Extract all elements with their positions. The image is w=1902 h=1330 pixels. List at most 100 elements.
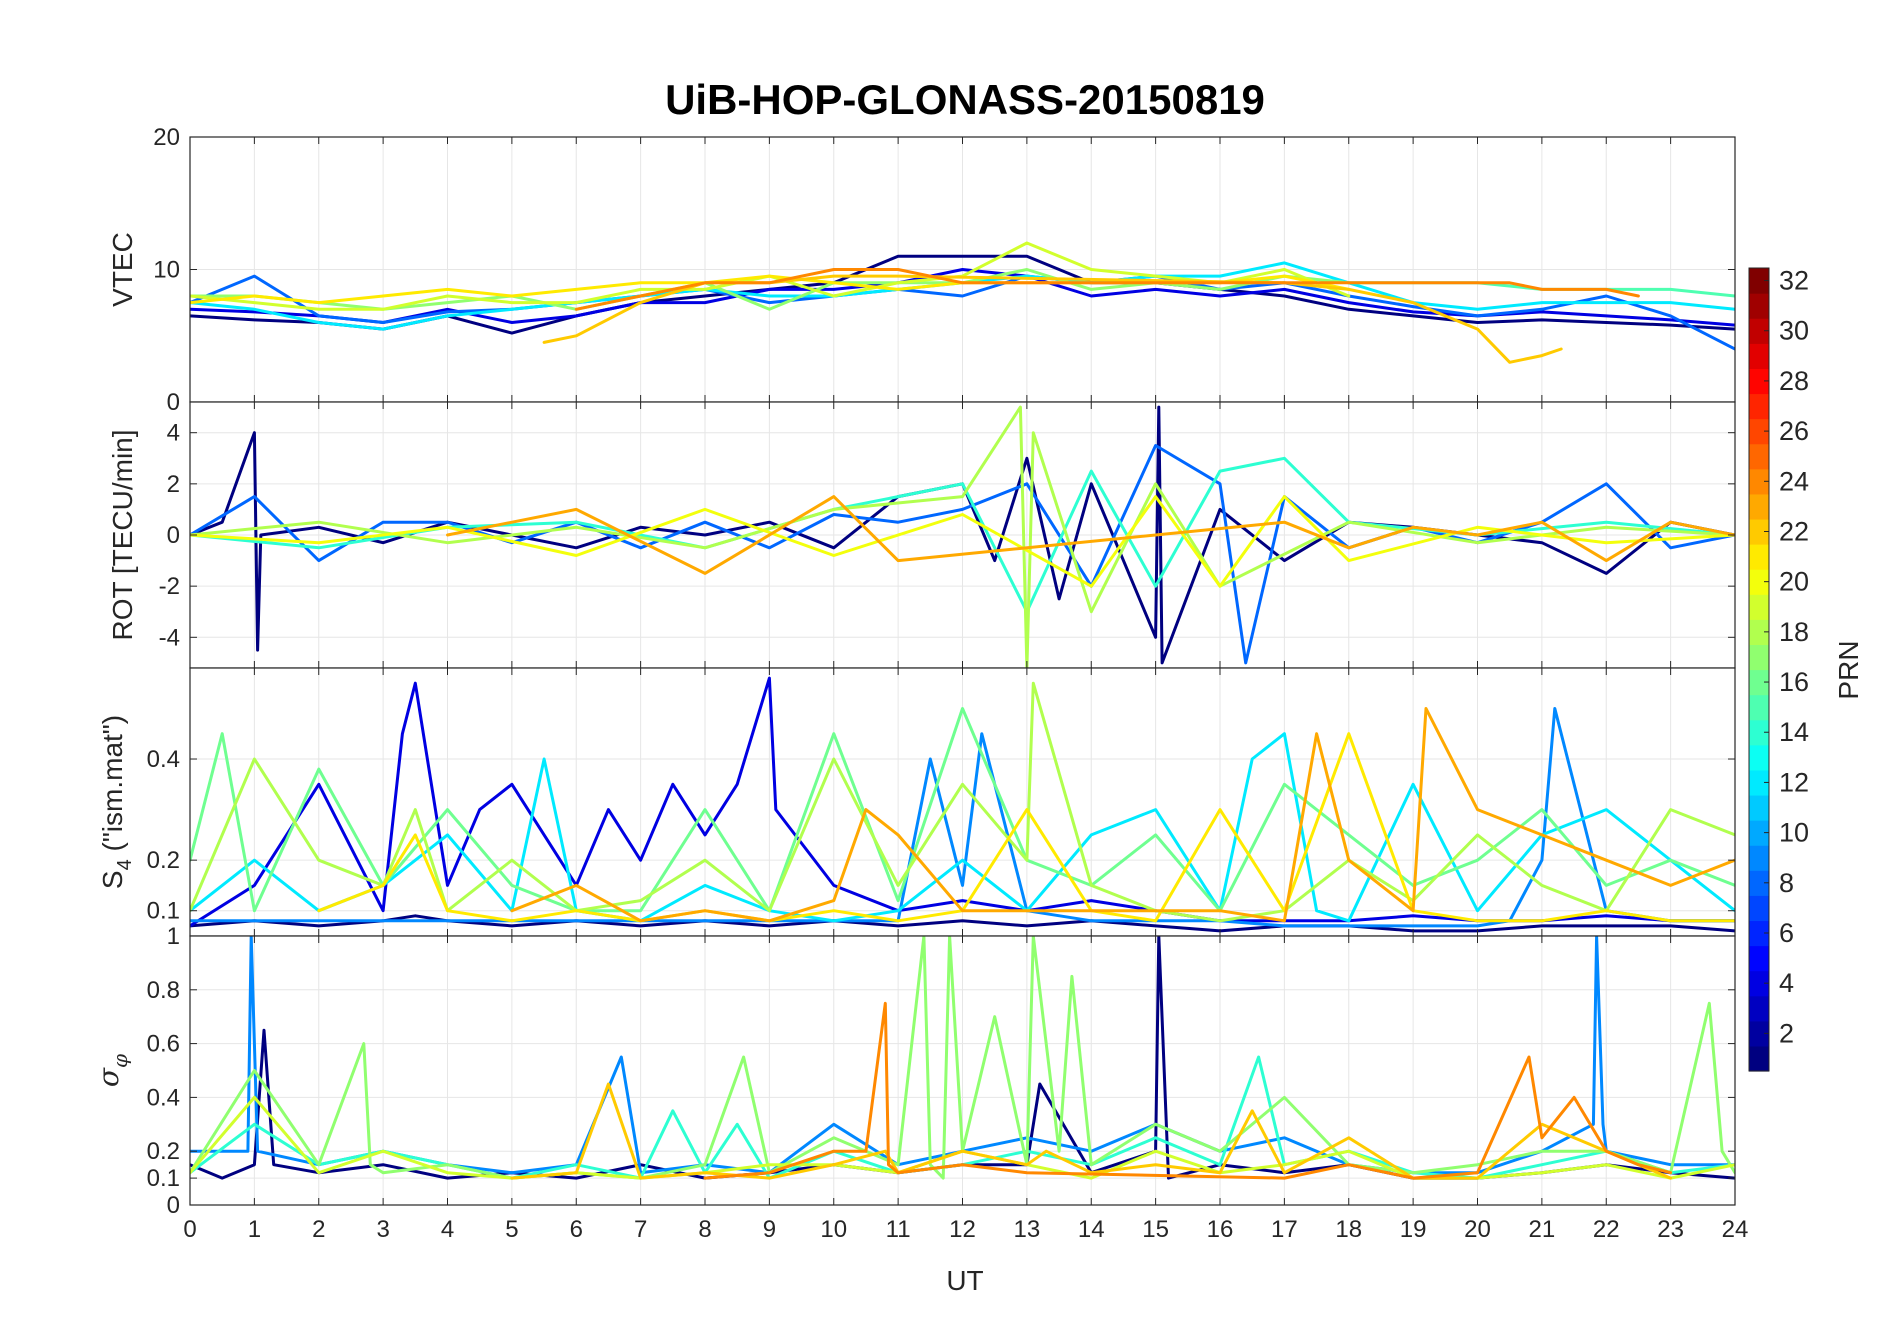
x-tick-label: 15 [1142,1216,1169,1243]
panel-sigma: 00.10.2 0.4 0.6 0.8 1 σφ [92,923,1736,1219]
colorbar-segment [1749,619,1769,645]
colorbar-segment [1749,694,1769,721]
y-tick-label: 0.1 [147,1165,180,1192]
series-prn-4 [190,676,1735,928]
colorbar-segment [1749,544,1769,570]
panel-s4: 0.1 0.2 0.4 S4 ("ism.mat") [97,667,1736,937]
colorbar-segment [1749,895,1769,922]
x-tick-label: 6 [570,1216,583,1243]
series-group [190,405,1735,668]
x-tick-label: 22 [1593,1216,1620,1243]
x-axis-label: UT [946,1265,983,1296]
colorbar-segment [1749,443,1769,470]
x-tick-label: 20 [1464,1216,1491,1243]
colorbar-frame [1748,267,1770,1072]
colorbar-segment [1749,920,1769,947]
y-tick-label: 0 [167,522,180,549]
colorbar-tick-label: 12 [1779,767,1809,797]
y-tick-label: 2 [167,471,180,498]
colorbar-tick-label: 2 [1779,1018,1794,1048]
colorbar-segment [1749,343,1769,369]
colorbar-tick-label: 32 [1779,266,1809,296]
series-prn-8 [190,274,1735,351]
colorbar-tick-label: 14 [1779,717,1809,747]
colorbar-segment [1749,293,1769,319]
series-prn-1 [190,914,1735,933]
y-tick-label: 0 [167,1192,180,1219]
y-tick-label: 1 [167,923,180,950]
series-prn-12 [190,732,1735,923]
colorbar-segment [1749,368,1769,395]
series-prn-23 [510,707,1735,923]
colorbar-segment [1749,1020,1769,1047]
x-tick-label: 19 [1400,1216,1427,1243]
colorbar-segment [1749,669,1769,696]
colorbar-segment [1749,318,1769,344]
colorbar-tick-label: 28 [1779,366,1809,396]
y-tick-label: 0.4 [147,746,180,773]
colorbar-tick-label: 30 [1779,316,1809,346]
colorbar-tick-label: 4 [1779,968,1794,998]
colorbar-segment [1749,995,1769,1022]
series-prn-21 [317,732,1735,923]
y-tick-label: -4 [159,624,180,651]
y-tick-label: 10 [153,257,180,284]
y-axis-label-rot: ROT [TECU/min] [107,429,138,640]
y-tick-label: 0.2 [147,847,180,874]
series-group [190,676,1735,933]
x-tick-label: 21 [1529,1216,1556,1243]
series-prn-9 [190,707,1735,928]
x-tick-label: 23 [1657,1216,1684,1243]
series-prn-17 [190,936,1735,1180]
colorbar-segment [1749,945,1769,972]
series-prn-24 [574,268,1640,311]
x-tick-label: 1 [248,1216,261,1243]
x-tick-label: 18 [1335,1216,1362,1243]
y-tick-label: 0.1 [147,898,180,925]
panel-sigma-frame [189,935,1736,1206]
series-prn-24 [703,1001,1673,1180]
colorbar-label: PRN [1833,640,1864,699]
colorbar-tick-label: 10 [1779,818,1809,848]
colorbar-tick-label: 24 [1779,466,1809,496]
series-prn-23 [446,495,1735,575]
x-tick-label: 17 [1271,1216,1298,1243]
x-tick-label: 3 [376,1216,389,1243]
colorbar-segment [1749,794,1769,821]
y-tick-label: 20 [153,124,180,151]
colorbar-segment [1749,569,1769,595]
series-prn-18 [190,405,1735,668]
colorbar-tick-label: 18 [1779,617,1809,647]
colorbar-segment [1749,744,1769,771]
colorbar-segment [1749,594,1769,620]
y-tick-label: 0.8 [147,977,180,1004]
x-tick-label: 0 [183,1216,196,1243]
x-tick-label: 12 [949,1216,976,1243]
x-tick-label: 16 [1207,1216,1234,1243]
x-tick-label: 11 [886,1216,911,1243]
colorbar-segment [1749,870,1769,896]
y-tick-label: 4 [167,420,180,447]
y-tick-label: 0.2 [147,1138,180,1165]
y-axis-label-vtec: VTEC [107,232,138,307]
series-prn-20 [190,495,1735,588]
series-group [190,241,1735,364]
series-group [190,936,1735,1180]
chart-title: UiB-HOP-GLONASS-20150819 [665,76,1265,123]
colorbar-tick-label: 16 [1779,667,1809,697]
colorbar-segment [1749,518,1769,545]
y-axis-label-sigma: σφ [92,1054,132,1087]
y-axis-label-s4: S4 ("ism.mat") [97,715,136,889]
colorbar-tick-label: 8 [1779,868,1794,898]
x-tick-label: 8 [698,1216,711,1243]
colorbar-segment [1749,1045,1769,1072]
colorbar-segment [1749,468,1769,495]
series-prn-22 [542,274,1563,364]
series-prn-18 [190,681,1735,923]
colorbar-segment [1749,644,1769,671]
y-tick-label: -2 [159,573,180,600]
x-tick-label: 9 [763,1216,776,1243]
